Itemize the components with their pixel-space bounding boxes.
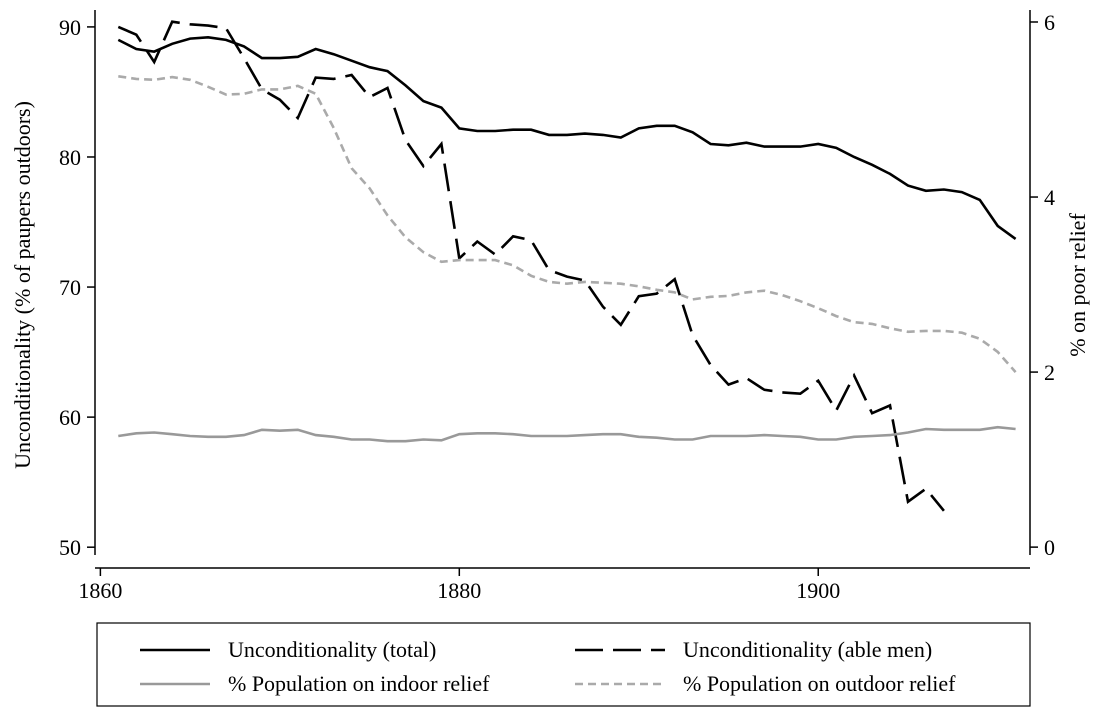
y-tick-label: 60 [59, 405, 81, 430]
legend-label: % Population on indoor relief [228, 671, 490, 696]
y2-tick-label: 2 [1044, 360, 1055, 385]
x-tick-label: 1880 [437, 578, 481, 603]
y-tick-label: 90 [59, 15, 81, 40]
y-axis-title: Unconditionality (% of paupers outdoors) [10, 101, 35, 469]
y2-axis-title: % on poor relief [1065, 213, 1090, 357]
legend-label: Unconditionality (able men) [683, 637, 932, 662]
y-tick-label: 50 [59, 535, 81, 560]
series-line [117, 20, 945, 512]
x-tick-label: 1860 [78, 578, 122, 603]
y2-tick-label: 0 [1044, 535, 1055, 560]
series-line [118, 75, 1017, 373]
y-tick-label: 70 [59, 275, 81, 300]
y-tick-label: 80 [59, 145, 81, 170]
legend-box [96, 622, 1031, 707]
y2-tick-label: 4 [1044, 185, 1055, 210]
legend-label: % Population on outdoor relief [683, 671, 956, 696]
series-line [117, 35, 1017, 240]
x-tick-label: 1900 [796, 578, 840, 603]
y2-tick-label: 6 [1044, 10, 1055, 35]
series-line [118, 425, 1016, 443]
legend-label: Unconditionality (total) [228, 637, 436, 662]
